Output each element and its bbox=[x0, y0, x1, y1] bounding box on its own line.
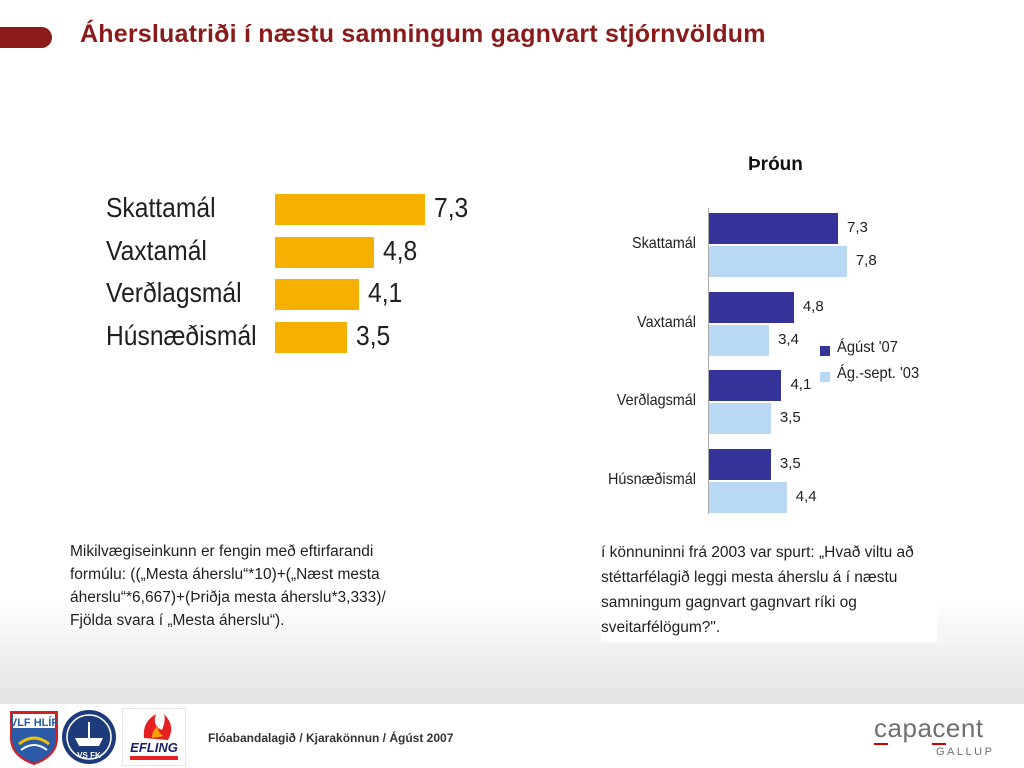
efling-logo: EFLING bbox=[122, 708, 186, 766]
value-label: 7,3 bbox=[847, 219, 868, 236]
legend-swatch bbox=[820, 372, 830, 382]
capacent-logo: capacent bbox=[874, 713, 984, 745]
category-label: Verðlagsmál bbox=[106, 277, 242, 308]
value-label: 4,8 bbox=[802, 297, 824, 315]
value-label: 4,1 bbox=[368, 277, 403, 308]
legend-swatch bbox=[820, 346, 830, 356]
brand-letter: a bbox=[887, 713, 903, 743]
page-title: Áhersluatriði í næstu samningum gagnvart… bbox=[80, 20, 766, 48]
efling-logo-text: EFLING bbox=[130, 740, 178, 755]
vlf-logo-text: VLF HLÍF bbox=[10, 716, 59, 729]
value-label: 4,4 bbox=[795, 487, 817, 505]
brand-letter: t bbox=[975, 713, 984, 743]
importance-bar-chart: Skattamál 7,3 Vaxtamál 4,8 Verðlagsmál 4,1 Hús… bbox=[100, 190, 500, 370]
brand-letter: e bbox=[945, 713, 961, 743]
vlf-hlif-logo: VLF HLÍF bbox=[10, 711, 59, 766]
category-label: Verðlagsmál bbox=[616, 392, 696, 409]
value-label: 3,4 bbox=[778, 330, 799, 348]
vsfk-logo: VS FK bbox=[62, 710, 116, 764]
value-label: 3,5 bbox=[779, 454, 801, 472]
value-label: 7,3 bbox=[434, 192, 469, 223]
brand-letter: n bbox=[960, 713, 976, 743]
bar bbox=[709, 291, 794, 323]
category-label: Skattamál bbox=[631, 235, 696, 252]
brand-letter: p bbox=[902, 713, 918, 743]
bar bbox=[709, 481, 787, 513]
category-label: Húsnæðismál bbox=[607, 470, 696, 488]
bar bbox=[709, 370, 782, 401]
title-accent-tab bbox=[0, 27, 52, 48]
legend-label: Ágúst '07 bbox=[837, 339, 898, 356]
value-label: 3,5 bbox=[779, 409, 801, 426]
trend-chart-title: Þróun bbox=[748, 154, 803, 175]
value-label: 4,8 bbox=[382, 234, 417, 266]
brand-letter: c bbox=[874, 713, 888, 745]
survey-question-note: í könnuninni frá 2003 var spurt: „Hvað v… bbox=[601, 538, 937, 642]
trend-chart-axis bbox=[708, 208, 709, 514]
value-label: 7,8 bbox=[855, 252, 877, 269]
bar bbox=[709, 324, 770, 356]
bar bbox=[275, 194, 425, 225]
bar bbox=[275, 236, 374, 268]
gallup-logo-text: GALLUP bbox=[936, 746, 995, 758]
bar bbox=[709, 448, 771, 480]
category-label: Skattamál bbox=[106, 192, 216, 223]
value-label: 4,1 bbox=[790, 376, 812, 393]
legend-label: Ág.-sept. '03 bbox=[837, 365, 920, 382]
footer-caption: Flóabandalagið / Kjarakönnun / Ágúst 200… bbox=[208, 731, 454, 745]
bar bbox=[275, 279, 360, 310]
bar bbox=[709, 246, 847, 277]
bar bbox=[709, 403, 771, 434]
category-label: Húsnæðismál bbox=[106, 319, 257, 351]
category-label: Vaxtamál bbox=[637, 313, 696, 331]
category-label: Vaxtamál bbox=[106, 234, 207, 266]
brand-letter: a bbox=[917, 713, 933, 743]
trend-bar-chart: Þróun Ágúst '07 Ág.-sept. '03 Skattamál 7,… bbox=[580, 148, 960, 518]
bar bbox=[709, 213, 838, 244]
brand-letter: c bbox=[932, 713, 946, 745]
formula-note: Mikilvægiseinkunn er fengin með eftirfar… bbox=[70, 543, 386, 629]
value-label: 3,5 bbox=[355, 319, 391, 351]
bar bbox=[275, 321, 347, 353]
vsfk-logo-text: VS FK bbox=[77, 751, 101, 760]
footer: VLF HLÍF VS FK EFLING Flóabandalagið / K… bbox=[0, 704, 1024, 768]
